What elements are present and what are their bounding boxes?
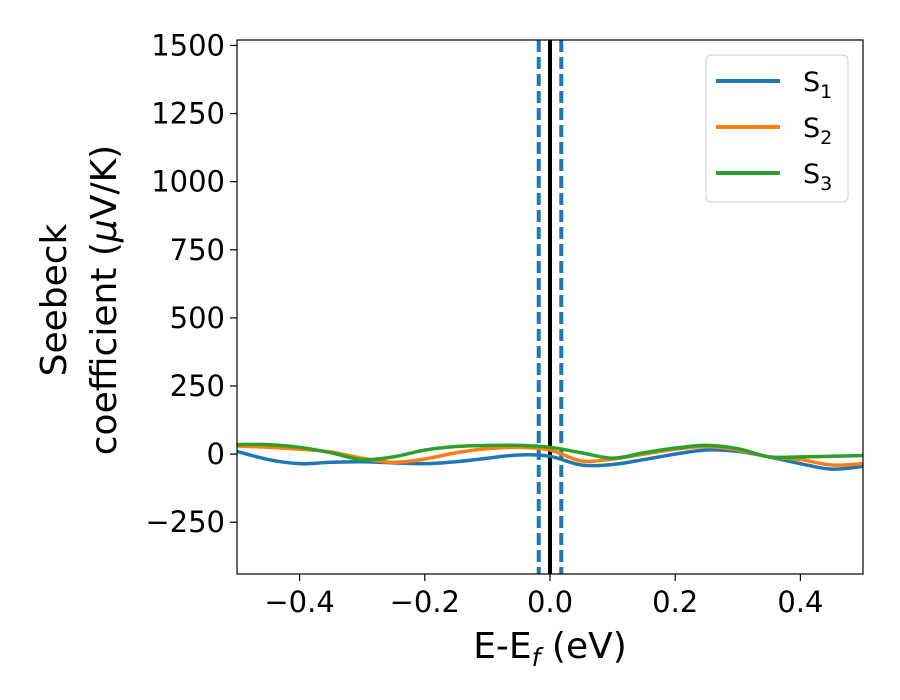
x-tick-label: −0.2 xyxy=(390,585,460,619)
series-lines xyxy=(237,442,863,471)
x-tick-label: 0.2 xyxy=(652,585,698,619)
y-axis-label-line2: coefficient (μV/K) xyxy=(84,145,125,455)
y-axis-label-line1: Seebeck xyxy=(34,223,75,376)
y-tick-label: −250 xyxy=(145,505,225,539)
x-axis-ticks: −0.4 −0.2 0.0 0.2 0.4 xyxy=(264,574,823,619)
y-tick-label: 250 xyxy=(170,369,225,403)
y-tick-label: 500 xyxy=(170,301,225,335)
y-tick-label: 1250 xyxy=(151,97,225,131)
y-tick-label: 0 xyxy=(207,437,225,471)
y-tick-label: 1500 xyxy=(151,28,225,62)
legend-label-s3: S3 xyxy=(803,159,832,195)
y-axis-label: Seebeck coefficient (μV/K) xyxy=(34,145,125,455)
x-tick-label: 0.4 xyxy=(777,585,823,619)
y-axis-ticks: −250 0 250 500 750 1000 1250 1500 xyxy=(145,28,237,539)
x-tick-label: 0.0 xyxy=(527,585,573,619)
legend-label-s1: S1 xyxy=(803,67,832,103)
y-tick-label: 1000 xyxy=(151,165,225,199)
legend-label-s2: S2 xyxy=(803,113,832,149)
x-tick-label: −0.4 xyxy=(264,585,334,619)
y-tick-label: 750 xyxy=(170,233,225,267)
x-axis-label: E-Ef (eV) xyxy=(473,626,627,672)
legend: S1 S2 S3 xyxy=(705,54,849,203)
series-line-s3 xyxy=(237,442,863,462)
reference-lines xyxy=(536,40,564,574)
